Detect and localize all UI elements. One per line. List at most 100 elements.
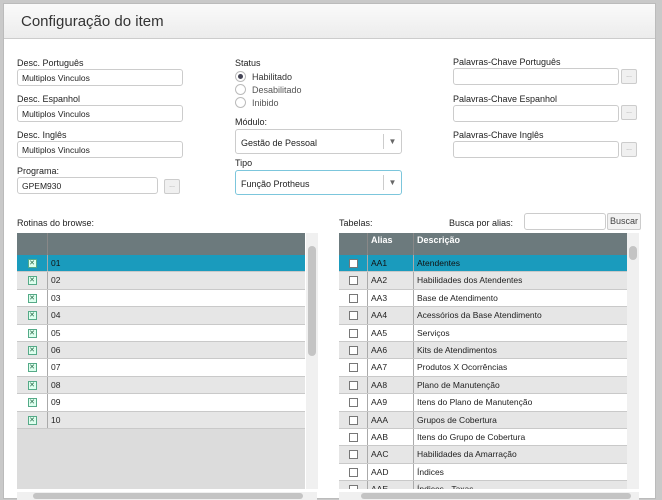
checkbox-checked-icon[interactable]: ✕ (27, 276, 37, 286)
table-row[interactable]: AA4 Acessórios da Base Atendimento (339, 307, 627, 325)
table-row[interactable]: AA5 Serviços (339, 324, 627, 342)
scrollbar-thumb[interactable] (629, 246, 637, 260)
checkbox-cell[interactable]: ✕ (17, 307, 48, 324)
buscar-button[interactable]: Buscar (607, 213, 641, 230)
table-row[interactable]: AA6 Kits de Atendimentos (339, 341, 627, 360)
checkbox-cell[interactable] (339, 359, 368, 376)
tipo-select[interactable]: Função Protheus ▼ (235, 170, 402, 195)
table-row[interactable]: AAB Itens do Grupo de Cobertura (339, 428, 627, 447)
checkbox-checked-icon[interactable]: ✕ (27, 380, 37, 390)
programa-lookup-button[interactable]: ... (164, 179, 180, 194)
column-header[interactable] (339, 233, 368, 255)
status-habilitado-radio[interactable]: Habilitado (235, 71, 292, 82)
checkbox-icon[interactable] (348, 345, 358, 355)
desc-es-input[interactable]: Multiplos Vinculos (17, 105, 183, 122)
checkbox-icon[interactable] (348, 467, 358, 477)
checkbox-icon[interactable] (348, 311, 358, 321)
scrollbar-thumb[interactable] (308, 246, 316, 356)
checkbox-cell[interactable] (339, 428, 368, 446)
rotinas-vertical-scrollbar[interactable] (306, 233, 318, 489)
checkbox-icon[interactable] (348, 363, 358, 373)
table-row[interactable]: AA9 Itens do Plano de Manutenção (339, 394, 627, 412)
scrollbar-thumb[interactable] (361, 493, 631, 499)
table-row[interactable]: AA7 Produtos X Ocorrências (339, 359, 627, 377)
checkbox-icon[interactable] (348, 276, 358, 286)
table-row[interactable]: ✕ 02 (17, 272, 305, 290)
tabelas-horizontal-scrollbar[interactable] (339, 492, 639, 500)
checkbox-cell[interactable]: ✕ (17, 255, 48, 272)
checkbox-checked-icon[interactable]: ✕ (27, 363, 37, 373)
checkbox-cell[interactable] (339, 324, 368, 341)
table-row[interactable]: AA3 Base de Atendimento (339, 289, 627, 308)
checkbox-cell[interactable] (339, 394, 368, 411)
checkbox-cell[interactable] (339, 481, 368, 489)
checkbox-cell[interactable]: ✕ (17, 324, 48, 341)
table-row[interactable]: AA8 Plano de Manutenção (339, 376, 627, 395)
checkbox-checked-icon[interactable]: ✕ (27, 311, 37, 321)
column-header[interactable] (17, 233, 48, 255)
table-row[interactable]: ✕ 05 (17, 324, 305, 342)
table-row[interactable]: ✕ 10 (17, 411, 305, 429)
kw-en-input[interactable] (453, 141, 619, 158)
checkbox-checked-icon[interactable]: ✕ (27, 328, 37, 338)
checkbox-checked-icon[interactable]: ✕ (27, 293, 37, 303)
checkbox-icon[interactable] (348, 380, 358, 390)
table-row[interactable]: ✕ 08 (17, 376, 305, 395)
programa-input[interactable]: GPEM930 (17, 177, 158, 194)
table-row[interactable]: ✕ 09 (17, 394, 305, 412)
checkbox-checked-icon[interactable]: ✕ (27, 345, 37, 355)
scrollbar-thumb[interactable] (33, 493, 303, 499)
table-row[interactable]: ✕ 03 (17, 289, 305, 308)
busca-alias-input[interactable] (524, 213, 606, 230)
status-desabilitado-radio[interactable]: Desabilitado (235, 84, 302, 95)
column-header-descricao[interactable]: Descrição (417, 235, 461, 245)
checkbox-cell[interactable] (339, 255, 368, 272)
checkbox-cell[interactable]: ✕ (17, 341, 48, 359)
checkbox-checked-icon[interactable]: ✕ (27, 398, 37, 408)
checkbox-cell[interactable]: ✕ (17, 394, 48, 411)
checkbox-icon[interactable] (348, 450, 358, 460)
table-row[interactable]: AAA Grupos de Cobertura (339, 411, 627, 429)
checkbox-cell[interactable]: ✕ (17, 289, 48, 307)
rotinas-horizontal-scrollbar[interactable] (17, 492, 317, 500)
kw-pt-input[interactable] (453, 68, 619, 85)
checkbox-icon[interactable] (348, 259, 358, 268)
checkbox-cell[interactable] (339, 289, 368, 307)
checkbox-checked-icon[interactable]: ✕ (27, 259, 37, 268)
column-header[interactable] (48, 233, 305, 255)
table-row[interactable]: ✕ 06 (17, 341, 305, 360)
checkbox-cell[interactable] (339, 307, 368, 324)
desc-en-input[interactable]: Multiplos Vinculos (17, 141, 183, 158)
checkbox-cell[interactable] (339, 411, 368, 428)
checkbox-icon[interactable] (348, 415, 358, 425)
checkbox-cell[interactable] (339, 376, 368, 394)
table-row[interactable]: AAD Índices (339, 463, 627, 482)
checkbox-cell[interactable] (339, 272, 368, 289)
checkbox-cell[interactable] (339, 463, 368, 481)
checkbox-icon[interactable] (348, 432, 358, 442)
checkbox-icon[interactable] (348, 328, 358, 338)
checkbox-cell[interactable]: ✕ (17, 359, 48, 376)
checkbox-cell[interactable]: ✕ (17, 272, 48, 289)
checkbox-icon[interactable] (348, 398, 358, 408)
table-row[interactable]: ✕ 07 (17, 359, 305, 377)
kw-en-lookup-button[interactable]: ... (621, 142, 637, 157)
checkbox-cell[interactable] (339, 446, 368, 463)
checkbox-icon[interactable] (348, 293, 358, 303)
table-row[interactable]: AA1 Atendentes (339, 255, 627, 273)
tabelas-vertical-scrollbar[interactable] (627, 233, 639, 489)
checkbox-icon[interactable] (348, 485, 358, 489)
checkbox-cell[interactable] (339, 341, 368, 359)
kw-es-input[interactable] (453, 105, 619, 122)
kw-pt-lookup-button[interactable]: ... (621, 69, 637, 84)
column-header-alias[interactable]: Alias (368, 233, 414, 255)
table-row[interactable]: AAEÍndices - Taxas (339, 481, 627, 489)
modulo-select[interactable]: Gestão de Pessoal ▼ (235, 129, 402, 154)
checkbox-checked-icon[interactable]: ✕ (27, 415, 37, 425)
status-inibido-radio[interactable]: Inibido (235, 97, 279, 108)
table-row[interactable]: AAC Habilidades da Amarração (339, 446, 627, 464)
checkbox-cell[interactable]: ✕ (17, 376, 48, 394)
kw-es-lookup-button[interactable]: ... (621, 105, 637, 120)
table-row[interactable]: ✕ 01 (17, 255, 305, 273)
table-row[interactable]: AA2 Habilidades dos Atendentes (339, 272, 627, 290)
